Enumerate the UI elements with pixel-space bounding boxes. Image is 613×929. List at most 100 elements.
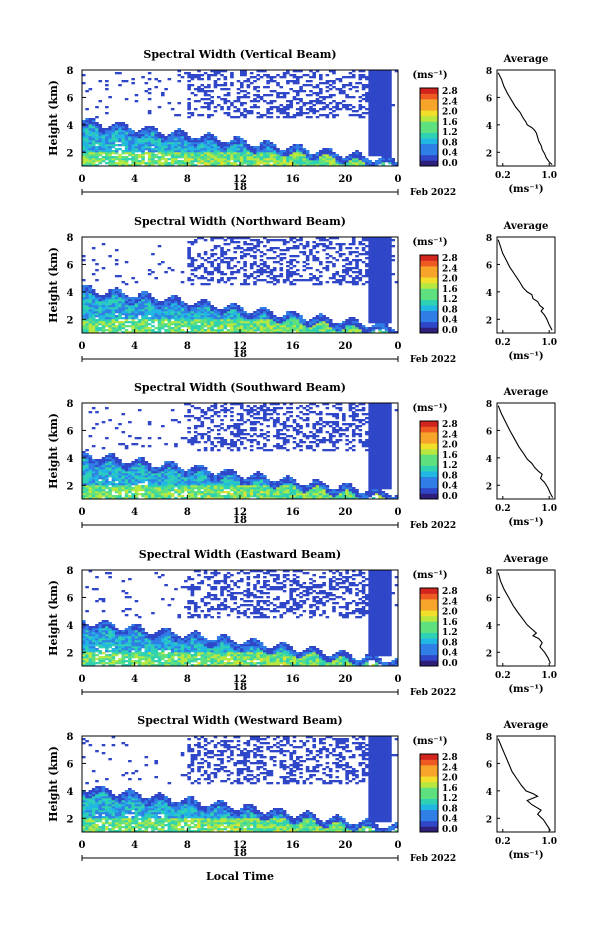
- heatmap-cell: [82, 321, 86, 324]
- heatmap-cell: [361, 239, 366, 242]
- heatmap-cell: [118, 471, 122, 474]
- heatmap-cell: [295, 315, 300, 318]
- heatmap-cell: [164, 329, 168, 332]
- heatmap-cell: [170, 154, 175, 157]
- heatmap-cell: [85, 126, 89, 129]
- heatmap-cell: [124, 303, 129, 306]
- heatmap-cell: [295, 82, 300, 85]
- heatmap-cell: [167, 319, 172, 322]
- heatmap-cell: [164, 495, 168, 498]
- heatmap-cell: [174, 419, 178, 422]
- heatmap-cell: [137, 142, 142, 145]
- heatmap-cell: [95, 463, 99, 466]
- heatmap-cell: [374, 78, 379, 81]
- heatmap-cell: [371, 327, 376, 330]
- heatmap-cell: [190, 305, 195, 308]
- heatmap-cell: [154, 136, 159, 139]
- heatmap-cell: [98, 313, 103, 316]
- heatmap-cell: [82, 301, 86, 304]
- heatmap-cell: [374, 132, 379, 135]
- heatmap-cell: [88, 144, 93, 147]
- heatmap-cell: [82, 162, 86, 165]
- heatmap-cell: [253, 321, 257, 324]
- heatmap-cell: [345, 321, 349, 324]
- heatmap-cell: [361, 327, 366, 330]
- heatmap-cell: [197, 311, 201, 314]
- heatmap-cell: [111, 321, 116, 324]
- heatmap-cell: [210, 481, 214, 484]
- heatmap-cell: [111, 323, 116, 326]
- heatmap-cell: [144, 138, 149, 141]
- heatmap-cell: [256, 146, 261, 149]
- y-tick-label: 6: [67, 93, 74, 104]
- heatmap-cell: [259, 255, 264, 258]
- heatmap-cell: [279, 321, 284, 324]
- heatmap-cell: [223, 164, 228, 167]
- heatmap-cell: [259, 321, 264, 324]
- heatmap-cell: [170, 162, 175, 165]
- heatmap-cell: [266, 331, 270, 334]
- heatmap-cell: [200, 152, 205, 155]
- heatmap-cell: [312, 92, 317, 95]
- heatmap-cell: [82, 455, 86, 458]
- heatmap-cell: [98, 481, 103, 484]
- heatmap-cell: [111, 331, 116, 334]
- heatmap-cell: [174, 485, 178, 488]
- heatmap-cell: [312, 86, 317, 89]
- heatmap-cell: [342, 106, 346, 109]
- heatmap-cell: [388, 128, 392, 131]
- heatmap-cell: [355, 283, 359, 286]
- heatmap-cell: [114, 461, 119, 464]
- heatmap-cell: [190, 467, 195, 470]
- heatmap-cell: [101, 128, 106, 131]
- heatmap-cell: [322, 98, 326, 101]
- heatmap-cell: [256, 249, 261, 252]
- heatmap-cell: [282, 249, 287, 252]
- heatmap-cell: [319, 100, 323, 103]
- heatmap-cell: [141, 445, 145, 448]
- heatmap-cell: [177, 164, 182, 167]
- heatmap-cell: [91, 291, 96, 294]
- heatmap-cell: [141, 467, 145, 470]
- heatmap-cell: [358, 70, 363, 73]
- heatmap-cell: [345, 271, 349, 274]
- heatmap-cell: [289, 271, 293, 274]
- heatmap-cell: [378, 309, 382, 312]
- heatmap-cell: [368, 148, 372, 151]
- heatmap-cell: [114, 126, 119, 129]
- heatmap-cell: [95, 152, 99, 155]
- heatmap-cell: [220, 319, 224, 322]
- heatmap-cell: [91, 491, 96, 494]
- heatmap-cell: [131, 144, 135, 147]
- heatmap-cell: [388, 297, 392, 300]
- heatmap-cell: [114, 483, 119, 486]
- heatmap-cell: [368, 297, 372, 300]
- colorbar-tick-label: 0.8: [442, 305, 458, 315]
- heatmap-cell: [174, 114, 178, 117]
- heatmap-cell: [272, 319, 277, 322]
- heatmap-cell: [355, 90, 359, 93]
- heatmap-cell: [233, 241, 238, 244]
- heatmap-cell: [137, 489, 142, 492]
- heatmap-cell: [342, 321, 346, 324]
- heatmap-cell: [243, 313, 247, 316]
- heatmap-cell: [259, 152, 264, 155]
- heatmap-cell: [147, 423, 152, 426]
- heatmap-cell: [114, 319, 119, 322]
- heatmap-cell: [272, 317, 277, 320]
- heatmap-cell: [164, 463, 168, 466]
- heatmap-cell: [137, 307, 142, 310]
- heatmap-cell: [381, 140, 386, 143]
- heatmap-cell: [91, 158, 96, 161]
- heatmap-cell: [180, 473, 185, 476]
- heatmap-cell: [282, 116, 287, 119]
- heatmap-cell: [315, 317, 320, 320]
- heatmap-cell: [108, 156, 112, 159]
- heatmap-cell: [184, 72, 188, 75]
- heatmap-cell: [365, 237, 369, 240]
- colorbar-segment: [420, 310, 438, 317]
- heatmap-cell: [381, 120, 386, 123]
- heatmap-cell: [365, 100, 369, 103]
- heatmap-cell: [114, 459, 119, 462]
- profile-title: Average: [503, 54, 549, 65]
